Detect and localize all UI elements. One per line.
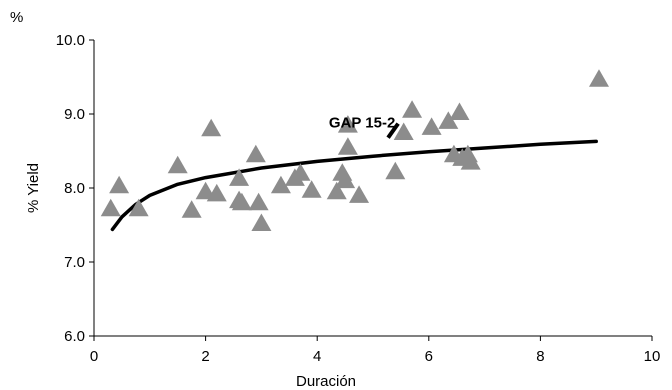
data-point-marker <box>449 102 470 121</box>
y-tick-label: 7.0 <box>64 254 85 271</box>
x-ticks: 0 2 4 6 8 10 <box>90 336 661 365</box>
data-point-marker <box>206 183 227 202</box>
plot-area: 6.0 7.0 8.0 9.0 10.0 0 2 4 6 8 10 GAP 15-2 <box>56 32 661 365</box>
x-tick-label: 2 <box>201 348 209 365</box>
data-point-marker <box>181 200 202 218</box>
x-tick-label: 0 <box>90 348 98 365</box>
data-point-marker <box>335 170 356 189</box>
data-point-marker <box>245 144 266 163</box>
data-points <box>100 69 609 232</box>
data-point-marker <box>460 152 481 170</box>
x-tick-label: 4 <box>313 348 321 365</box>
data-point-marker <box>337 115 358 133</box>
data-point-marker <box>231 192 252 211</box>
data-point-marker <box>438 111 459 129</box>
y-tick-label: 10.0 <box>56 32 85 49</box>
data-point-marker <box>290 163 311 181</box>
data-point-marker <box>109 175 130 194</box>
x-axis-title: Duración <box>296 373 356 390</box>
data-point-marker <box>301 180 322 198</box>
data-point-marker <box>270 175 291 194</box>
data-point-marker <box>349 185 370 203</box>
data-point-marker <box>393 122 414 140</box>
annotation-segment <box>386 122 400 139</box>
data-point-marker <box>167 155 188 174</box>
x-tick-label: 8 <box>536 348 544 365</box>
x-tick-label: 6 <box>425 348 433 365</box>
y-tick-label: 8.0 <box>64 180 85 197</box>
data-point-marker <box>128 198 149 217</box>
data-point-marker <box>201 118 222 137</box>
y-tick-label: 6.0 <box>64 328 85 345</box>
data-point-marker <box>588 69 609 87</box>
data-point-marker <box>385 161 406 180</box>
y-ticks: 6.0 7.0 8.0 9.0 10.0 <box>56 32 94 345</box>
y-axis-title: % Yield <box>25 163 42 213</box>
x-tick-label: 10 <box>644 348 661 365</box>
data-point-marker <box>248 192 269 211</box>
annotation-label: GAP 15-2 <box>329 114 395 131</box>
data-point-marker <box>229 168 250 186</box>
data-point-marker <box>326 181 347 200</box>
data-point-marker <box>402 100 423 118</box>
y-unit-label: % <box>10 9 23 26</box>
data-point-marker <box>337 137 358 155</box>
data-point-marker <box>100 198 121 217</box>
data-point-marker <box>421 117 442 135</box>
data-point-marker <box>251 213 272 232</box>
y-tick-label: 9.0 <box>64 106 85 123</box>
